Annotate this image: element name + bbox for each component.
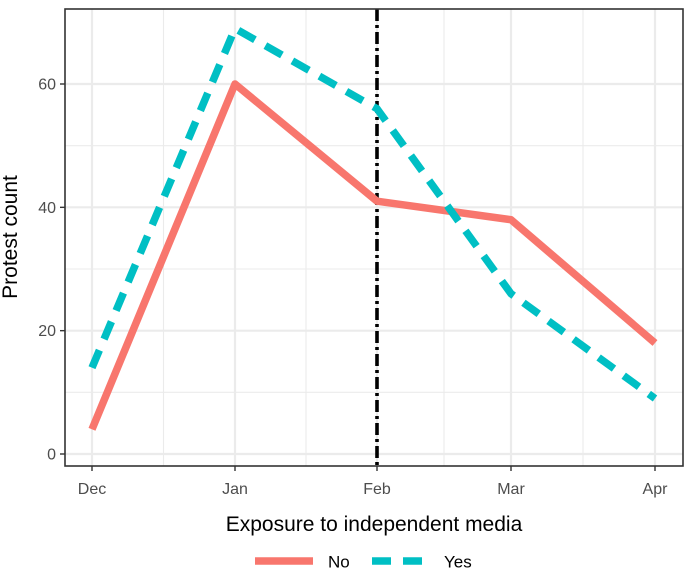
- panel-border: [64, 8, 684, 467]
- series-layer: [88, 24, 658, 431]
- x-tick-label: Jan: [222, 481, 248, 498]
- y-axis-title: Protest count: [0, 175, 22, 299]
- legend-label-no: No: [328, 553, 350, 572]
- panel-background: [65, 9, 683, 466]
- x-tick-label: Feb: [363, 481, 391, 498]
- y-tick-label: 20: [38, 323, 56, 340]
- x-tick-label: Mar: [497, 481, 525, 498]
- legend-label-yes: Yes: [444, 553, 472, 572]
- grid: [65, 9, 683, 466]
- x-tick-label: Dec: [78, 481, 106, 498]
- x-tick-label: Apr: [643, 481, 669, 498]
- x-axis-title: Exposure to independent media: [226, 513, 523, 536]
- axes: 0 20 40 60 Dec Jan Feb Mar Apr: [38, 77, 668, 499]
- legend: No Yes: [255, 553, 472, 572]
- y-tick-label: 60: [38, 77, 56, 94]
- y-tick-label: 0: [47, 447, 56, 464]
- y-tick-label: 40: [38, 200, 56, 217]
